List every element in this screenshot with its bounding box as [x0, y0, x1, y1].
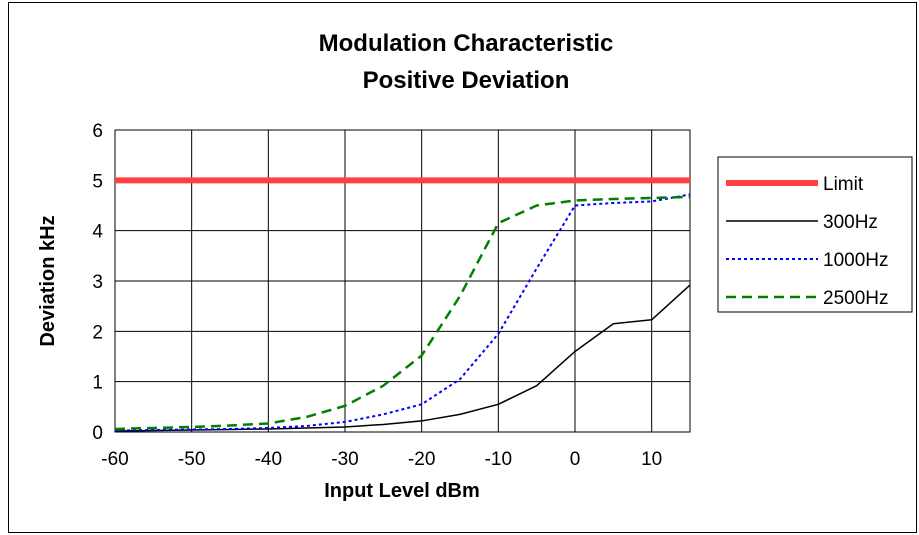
- series-line-1000hz: [114, 193, 691, 432]
- x-tick-label: -20: [408, 449, 435, 470]
- legend-label-300hz: 300Hz: [823, 212, 878, 233]
- plot-border: [114, 129, 691, 433]
- x-tick-label: -30: [331, 449, 358, 470]
- x-tick-label: 10: [641, 449, 662, 470]
- chart-title-line-1: Modulation Characteristic: [319, 30, 614, 57]
- x-tick-label: -60: [101, 449, 128, 470]
- x-tick-label: 0: [570, 449, 581, 470]
- series-line-2500hz: [114, 195, 691, 431]
- legend-label-1000hz: 1000Hz: [823, 250, 889, 271]
- y-tick-label: 5: [92, 171, 103, 192]
- y-tick-label: 3: [92, 272, 103, 293]
- y-tick-label: 4: [92, 222, 103, 243]
- x-tick-label: -40: [255, 449, 282, 470]
- y-axis-ticks: 0 1 2 3 4 5 6: [92, 121, 103, 444]
- series-layer: [114, 177, 691, 432]
- legend: Limit 300Hz 1000Hz 2500Hz: [717, 156, 913, 313]
- plot-area: [114, 129, 691, 433]
- x-axis-title: Input Level dBm: [324, 480, 480, 502]
- legend-label-limit: Limit: [823, 174, 864, 195]
- x-tick-label: -50: [178, 449, 205, 470]
- y-tick-label: 6: [92, 121, 103, 142]
- y-tick-label: 1: [92, 373, 103, 394]
- series-line-300hz: [114, 284, 691, 432]
- legend-label-2500hz: 2500Hz: [823, 288, 889, 309]
- x-axis-ticks: -60 -50 -40 -30 -20 -10 0 10: [101, 449, 662, 470]
- y-tick-label: 2: [92, 322, 103, 343]
- y-tick-label: 0: [92, 423, 103, 444]
- y-axis-title: Deviation kHz: [37, 215, 59, 346]
- x-tick-label: -10: [485, 449, 512, 470]
- chart-title-line-2: Positive Deviation: [363, 67, 570, 94]
